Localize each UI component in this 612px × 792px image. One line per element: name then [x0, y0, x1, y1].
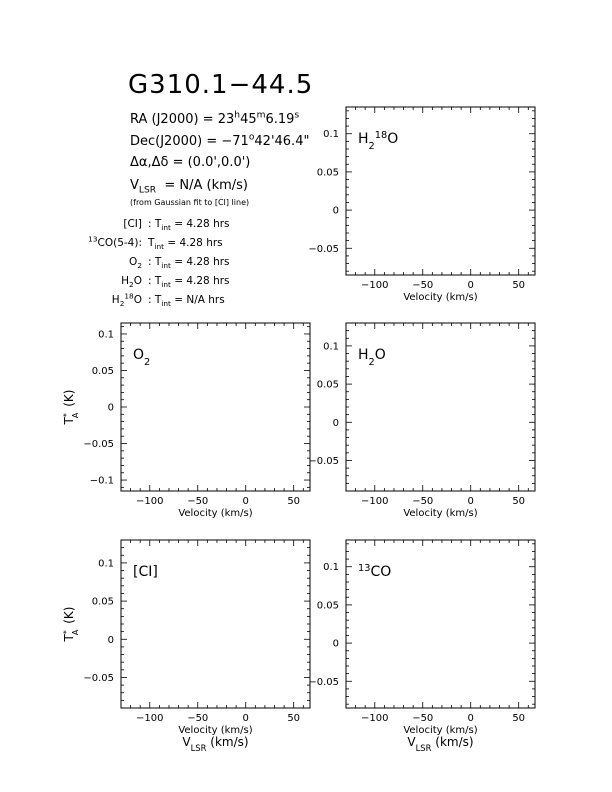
tint-line-ci: [CI] — [123, 218, 142, 230]
ra-line: RA (J2000) = 23h45m6.19s — [130, 110, 300, 127]
x-tick-label: −50 — [187, 496, 208, 507]
tint-line-h218o: H218O — [111, 291, 142, 309]
y-tick-label: −0.05 — [308, 456, 339, 467]
y-tick-label: 0.1 — [98, 558, 114, 569]
dec-seconds: 46.4 — [274, 134, 304, 149]
tint-line-13co: 13CO(5-4): — [88, 234, 142, 249]
x-tick-label: −50 — [187, 713, 208, 724]
tint-value-o2: : Tint = 4.28 hrs — [148, 256, 230, 271]
y-tick-label: 0 — [333, 418, 339, 429]
y-tick-label: 0.1 — [323, 562, 339, 573]
dec-label: Dec(J2000) = — [130, 134, 222, 149]
offset-line: Δα,Δδ = (0.0',0.0') — [130, 155, 251, 170]
x-axis-label: Velocity (km/s) — [403, 292, 477, 303]
y-tick-label: −0.05 — [308, 244, 339, 255]
y-tick-label: −0.1 — [90, 476, 114, 487]
panel-o2: −100 −50 0 50 −0.1 −0.05 0 0.05 0.1 Velocity (km/… — [62, 322, 311, 519]
x-axis-label: Velocity (km/s) — [403, 508, 477, 519]
y-tick-label: 0 — [108, 635, 114, 646]
y-tick-label: 0.1 — [98, 329, 114, 340]
tint-line-o2: O2 — [129, 256, 142, 271]
x-tick-label: −100 — [361, 496, 388, 507]
x-tick-label: 0 — [243, 496, 249, 507]
ra-label: RA (J2000) = — [130, 112, 218, 127]
y-tick-label: 0 — [333, 639, 339, 650]
tint-value-h218o: : Tint = N/A hrs — [148, 294, 225, 309]
panel-frame — [345, 539, 536, 709]
x-tick-label: 50 — [512, 280, 525, 291]
x-tick-label: −100 — [136, 496, 163, 507]
source-info-block: RA (J2000) = 23h45m6.19s Dec(J2000) = −7… — [0, 0, 612, 320]
tint-line-h2o: H2O — [121, 275, 142, 290]
x-tick-label: 0 — [468, 280, 474, 291]
y-tick-label: 0.05 — [317, 167, 339, 178]
dec-minutes: 42 — [254, 134, 271, 149]
y-tick-label: −0.05 — [308, 677, 339, 688]
x-tick-label: 0 — [468, 713, 474, 724]
y-axis-label: T*A (K) — [62, 390, 80, 426]
vlsr-note: (from Gaussian fit to [CI] line) — [130, 198, 250, 207]
x-tick-label: 0 — [468, 496, 474, 507]
y-tick-label: −0.05 — [83, 439, 114, 450]
vlsr-axis-label: VLSR (km/s) — [182, 735, 248, 753]
panel-label-h218o: H218O — [358, 130, 398, 152]
ra-hours: 23 — [217, 112, 235, 127]
x-tick-label: −50 — [412, 713, 433, 724]
panel-label-co13: 13CO — [358, 563, 391, 581]
vlsr-value: = N/A (km/s) — [164, 178, 248, 193]
y-tick-label: 0.1 — [323, 341, 339, 352]
y-tick-label: 0.05 — [92, 597, 114, 608]
y-tick-label: 0.1 — [323, 129, 339, 140]
tint-value-13co: Tint = 4.28 hrs — [148, 237, 223, 252]
y-tick-label: 0.05 — [317, 600, 339, 611]
x-tick-label: 50 — [287, 496, 300, 507]
vlsr-line: VLSR = N/A (km/s) — [130, 178, 248, 196]
panel-ci: −100 −50 0 50 −0.05 0 0.05 0.1 Velocity (km/s)VL… — [62, 539, 311, 753]
dec-line: Dec(J2000) = −71o42'46.4" — [130, 132, 310, 149]
spectrum-title: G310.1−44.5 — [128, 70, 314, 100]
panel-h218o: −100 −50 0 50 −0.05 0 0.05 0.1 Velocity (km/s) H2… — [308, 106, 536, 303]
panel-label-h2o: H2O — [358, 347, 386, 368]
panel-frame — [120, 322, 311, 492]
y-tick-label: −0.05 — [83, 673, 114, 684]
ra-minutes: 45 — [240, 112, 257, 127]
x-tick-label: −100 — [361, 280, 388, 291]
y-tick-label: 0.05 — [92, 366, 114, 377]
dec-degrees: −71 — [221, 134, 249, 149]
x-axis-label: Velocity (km/s) — [178, 725, 252, 736]
panel-label-ci: [CI] — [133, 564, 158, 580]
y-tick-label: 0 — [333, 206, 339, 217]
tint-value-h2o: : Tint = 4.28 hrs — [148, 275, 230, 290]
x-tick-label: −100 — [136, 713, 163, 724]
y-tick-label: 0 — [108, 403, 114, 414]
x-tick-label: −100 — [361, 713, 388, 724]
x-axis-label: Velocity (km/s) — [178, 508, 252, 519]
panel-h2o: −100 −50 0 50 −0.05 0 0.05 0.1 Velocity (km/s) H2… — [308, 322, 536, 519]
x-tick-label: 50 — [512, 713, 525, 724]
x-tick-label: −50 — [412, 280, 433, 291]
x-tick-label: 50 — [287, 713, 300, 724]
panel-frame — [345, 106, 536, 276]
x-tick-label: 0 — [243, 713, 249, 724]
x-axis-label: Velocity (km/s) — [403, 725, 477, 736]
y-tick-label: 0.05 — [317, 380, 339, 391]
tint-value-ci: : Tint = 4.28 hrs — [148, 218, 230, 233]
ra-seconds: 6.19 — [265, 112, 295, 127]
x-tick-label: 50 — [512, 496, 525, 507]
x-tick-label: −50 — [412, 496, 433, 507]
panel-label-o2: O2 — [133, 347, 150, 368]
vlsr-axis-label: VLSR (km/s) — [407, 735, 473, 753]
panel-co13: −100 −50 0 50 −0.05 0 0.05 0.1 Velocity (km/s)VL… — [308, 539, 536, 753]
y-axis-label: T*A (K) — [62, 607, 80, 643]
